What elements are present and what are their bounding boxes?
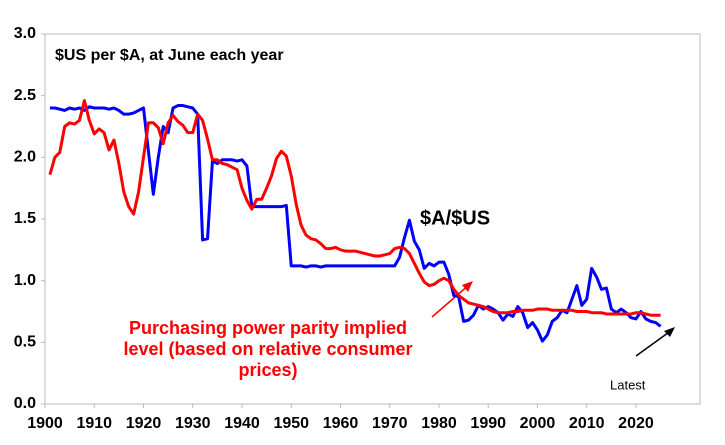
x-tick-label: 1960 (323, 415, 359, 432)
x-tick-label: 1930 (175, 415, 211, 432)
x-tick-label: 1920 (126, 415, 162, 432)
chart-title: $US per $A, at June each year (55, 47, 284, 64)
y-tick-label: 0.5 (14, 334, 36, 351)
x-tick-label: 1970 (372, 415, 408, 432)
y-tick-label: 3.0 (14, 25, 36, 42)
series-line (49, 104, 662, 343)
y-tick-label: 2.0 (14, 149, 36, 166)
label-arrow (431, 283, 471, 318)
x-tick-label: 2010 (569, 415, 605, 432)
series-line (48, 99, 661, 317)
series-label: $A/$US (420, 207, 490, 229)
y-tick-label: 2.5 (14, 87, 36, 104)
series-label: Purchasing power parity implied level (b… (123, 318, 413, 380)
x-tick-label: 1990 (470, 415, 506, 432)
annotation-arrow (635, 329, 673, 357)
x-tick-label: 2020 (618, 415, 654, 432)
x-tick-label: 1980 (421, 415, 457, 432)
x-tick-label: 1900 (27, 415, 63, 432)
y-tick-label: 1.5 (14, 210, 36, 227)
x-tick-label: 2000 (520, 415, 556, 432)
y-tick-label: 0.0 (14, 395, 36, 412)
annotation: Latest (610, 377, 646, 392)
arrow-head (664, 327, 675, 337)
x-tick-label: 1940 (224, 415, 260, 432)
x-tick-label: 1910 (76, 415, 112, 432)
arrow-head (462, 281, 473, 292)
y-tick-label: 1.0 (14, 272, 36, 289)
x-tick-label: 1950 (273, 415, 309, 432)
